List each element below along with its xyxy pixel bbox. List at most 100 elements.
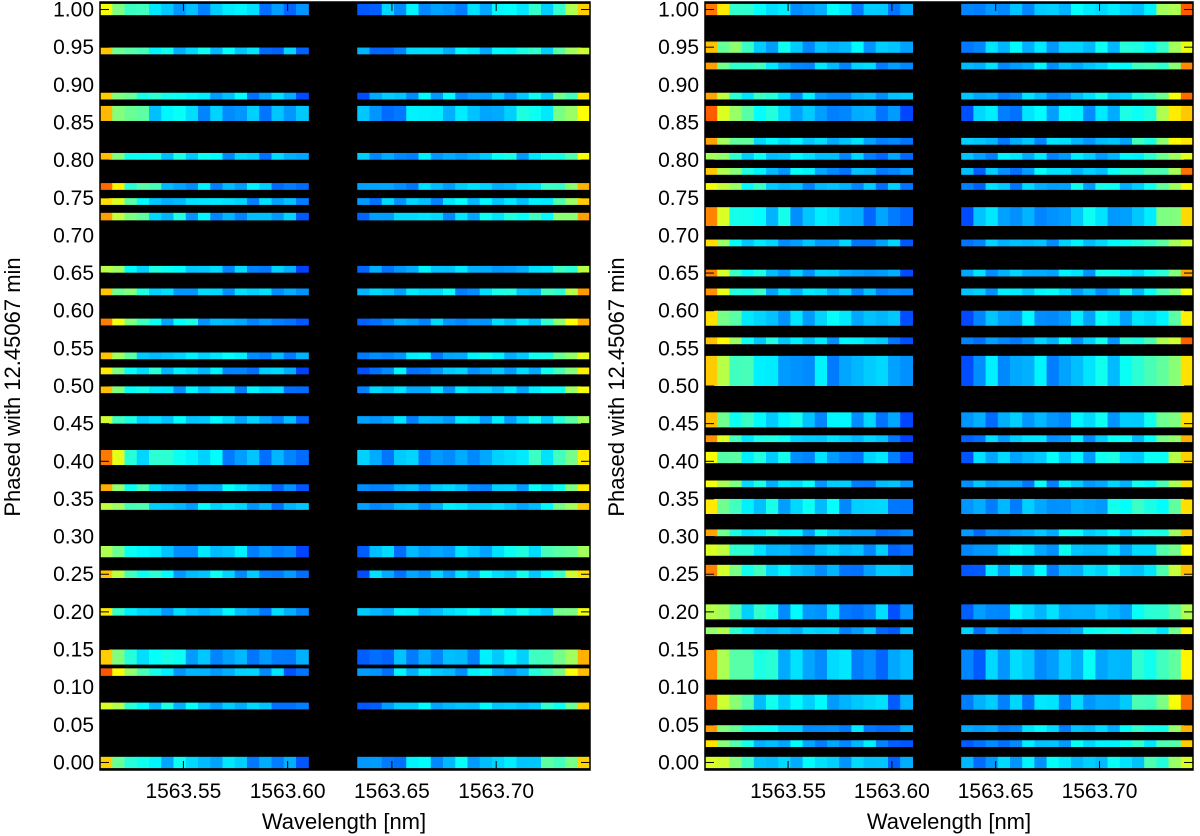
right-heatmap-cell	[888, 649, 901, 680]
right-heatmap-cell	[814, 207, 828, 226]
right-heatmap-cell	[802, 498, 816, 514]
right-heatmap-cell	[827, 288, 840, 296]
right-heatmap-cell	[1095, 412, 1109, 428]
left-heatmap-cell	[418, 756, 432, 769]
right-heatmap-cell	[778, 41, 791, 53]
left-heatmap-cell	[381, 649, 395, 665]
right-heatmap-cell	[1180, 62, 1194, 70]
left-heatmap-cell	[259, 183, 273, 190]
left-heatmap-cell	[234, 668, 248, 676]
left-heatmap-cell	[516, 212, 530, 221]
left-heatmap-cell	[516, 649, 530, 665]
left-heatmap-cell	[124, 3, 138, 16]
left-heatmap-cell	[418, 503, 432, 510]
right-heatmap-cell	[1144, 62, 1157, 70]
right-heatmap-cell	[961, 355, 974, 386]
left-heatmap-cell	[381, 318, 395, 326]
right-heatmap-cell	[1034, 310, 1048, 326]
right-heatmap-cell	[1083, 168, 1096, 175]
left-heatmap-cell	[283, 105, 297, 121]
right-heatmap-cell	[1010, 627, 1023, 635]
right-heatmap-cell	[741, 269, 755, 277]
right-y-tick-label: 0.45	[658, 413, 699, 436]
left-heatmap-cell	[455, 288, 469, 296]
right-heatmap-cell	[985, 3, 999, 16]
right-heatmap-cell	[766, 740, 779, 748]
right-heatmap-cell	[753, 480, 767, 488]
left-heatmap-cell	[467, 47, 481, 55]
right-heatmap-cell	[985, 529, 999, 537]
right-heatmap-cell	[766, 725, 779, 732]
right-heatmap-cell	[851, 649, 865, 680]
left-heatmap-cell	[565, 198, 579, 205]
right-heatmap-cell	[875, 183, 889, 190]
left-heatmap-cell	[467, 198, 481, 205]
left-heatmap-cell	[198, 570, 211, 578]
right-heatmap-cell	[1119, 137, 1133, 145]
left-heatmap-cell	[357, 450, 371, 466]
left-heatmap-cell	[394, 546, 407, 558]
right-heatmap-cell	[973, 451, 987, 464]
left-heatmap-cell	[394, 649, 407, 665]
left-heatmap-cell	[516, 416, 530, 424]
right-heatmap-cell	[1156, 564, 1170, 577]
right-heatmap-cell	[900, 694, 913, 710]
left-heatmap-cell	[430, 503, 444, 510]
left-heatmap-cell	[504, 212, 518, 221]
right-heatmap-cell	[717, 756, 730, 769]
left-heatmap-cell	[173, 318, 187, 326]
left-heatmap-cell	[161, 183, 175, 190]
right-heatmap-cell	[1022, 105, 1035, 121]
right-heatmap-cell	[766, 337, 779, 345]
left-heatmap-cell	[296, 668, 309, 676]
right-heatmap-cell	[888, 355, 901, 386]
left-heatmap-cell	[406, 3, 420, 16]
right-heatmap-cell	[839, 152, 852, 160]
right-heatmap-cell	[1022, 498, 1035, 514]
left-heatmap-cell	[528, 503, 542, 510]
left-heatmap-cell	[136, 183, 150, 190]
left-heatmap-cell	[381, 288, 395, 296]
right-heatmap-cell	[1046, 694, 1060, 710]
right-heatmap-cell	[1156, 604, 1170, 620]
right-heatmap-cell	[1180, 105, 1194, 121]
left-heatmap-cell	[565, 212, 579, 221]
right-heatmap-cell	[1046, 269, 1060, 277]
left-heatmap-cell	[577, 450, 591, 466]
right-heatmap-cell	[1022, 269, 1035, 277]
right-heatmap-cell	[741, 337, 755, 345]
left-heatmap-cell	[430, 352, 444, 360]
right-heatmap-cell	[1144, 627, 1157, 635]
left-heatmap-cell	[210, 608, 224, 616]
left-heatmap-cell	[234, 288, 248, 296]
left-heatmap-cell	[516, 702, 530, 710]
left-heatmap-cell	[528, 450, 542, 466]
left-heatmap-cell	[455, 198, 469, 205]
right-heatmap-cell	[1071, 62, 1084, 70]
right-heatmap-cell	[997, 435, 1011, 443]
right-heatmap-cell	[961, 627, 974, 635]
left-heatmap-cell	[198, 198, 211, 205]
left-heatmap-cell	[418, 318, 432, 326]
right-heatmap-cell	[1144, 137, 1157, 145]
left-heatmap-cell	[443, 183, 456, 190]
right-heatmap-cell	[778, 3, 791, 16]
right-heatmap-cell	[863, 168, 877, 175]
left-heatmap-cell	[259, 546, 273, 558]
left-heatmap-cell	[430, 756, 444, 769]
left-heatmap-cell	[259, 212, 273, 221]
left-heatmap-cell	[296, 649, 309, 665]
left-heatmap-cell	[516, 105, 530, 121]
left-heatmap-cell	[357, 702, 371, 710]
right-heatmap-cell	[851, 498, 865, 514]
right-heatmap-cell	[863, 207, 877, 226]
right-heatmap-cell	[1058, 544, 1072, 556]
right-heatmap-cell	[1168, 435, 1182, 443]
left-heatmap-cell	[161, 212, 175, 221]
right-heatmap-cell	[753, 627, 767, 635]
left-heatmap-cell	[296, 265, 309, 273]
right-heatmap-cell	[1095, 564, 1109, 577]
left-heatmap-cell	[418, 386, 432, 394]
left-heatmap-cell	[492, 570, 505, 578]
right-heatmap-cell	[900, 355, 913, 386]
